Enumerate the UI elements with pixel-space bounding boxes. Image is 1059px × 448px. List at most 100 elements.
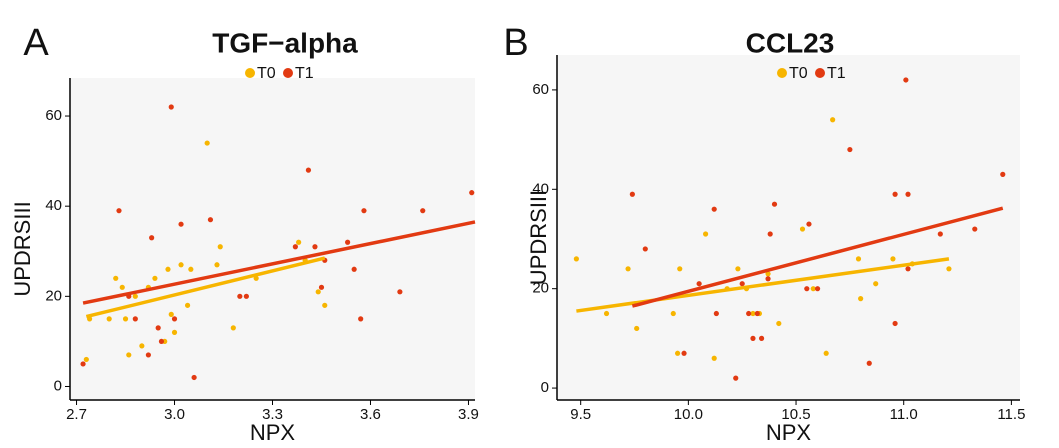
data-point [804, 286, 810, 292]
legend-label: T0 [789, 65, 808, 82]
data-point [116, 208, 122, 214]
data-point [771, 201, 778, 207]
data-point [420, 208, 426, 214]
data-point [322, 302, 328, 308]
x-tick-label: 3.9 [458, 406, 479, 423]
data-point [702, 231, 709, 237]
data-point [873, 281, 879, 287]
y-axis-label: UPDRSIII [526, 190, 551, 285]
data-point [711, 355, 717, 361]
data-point [168, 311, 174, 317]
data-point [810, 286, 816, 292]
data-point [397, 289, 403, 295]
data-point [890, 256, 896, 262]
data-point [296, 239, 302, 245]
data-point [191, 374, 197, 381]
data-point [171, 316, 178, 322]
data-point [126, 352, 132, 358]
panel-letter: A [23, 22, 49, 64]
data-point [237, 293, 243, 299]
data-point [746, 310, 752, 317]
data-point [132, 293, 138, 299]
data-point [152, 275, 158, 281]
data-point [207, 217, 214, 223]
x-axis-label: NPX [250, 420, 296, 445]
data-point [351, 266, 357, 272]
data-point [733, 375, 739, 381]
y-tick-label: 60 [532, 81, 549, 98]
legend-label: T1 [295, 65, 314, 82]
y-axis-label: UPDRSIII [10, 201, 35, 296]
regression-line [631, 206, 1004, 308]
regression-line [576, 257, 950, 313]
data-point [188, 266, 194, 272]
data-point [776, 320, 782, 327]
data-point [634, 325, 640, 332]
data-point [823, 350, 829, 356]
x-tick-label: 11.5 [997, 406, 1025, 423]
legend-marker [815, 68, 825, 78]
data-point [847, 146, 853, 153]
data-point [573, 256, 579, 262]
legend-marker [283, 68, 293, 78]
x-tick-label: 10.0 [674, 406, 703, 423]
data-point [758, 335, 765, 341]
y-tick-label: 0 [54, 377, 62, 394]
data-point [168, 104, 174, 110]
regression-line [82, 220, 476, 305]
data-point [750, 335, 756, 341]
x-tick-label: 2.7 [66, 406, 87, 423]
data-point [625, 266, 631, 272]
data-point [814, 286, 821, 292]
data-point [292, 244, 298, 250]
y-tick-label: 60 [45, 107, 62, 124]
data-point [80, 361, 86, 367]
data-point [855, 256, 862, 262]
y-tick-label: 0 [541, 379, 549, 396]
data-point [345, 239, 351, 245]
data-point [972, 226, 978, 232]
panel-letter: B [503, 22, 528, 64]
data-point [696, 281, 702, 287]
data-point [139, 343, 145, 349]
data-point [253, 275, 259, 281]
data-point [178, 262, 184, 268]
data-point [113, 275, 119, 281]
data-point [866, 360, 872, 366]
data-point [184, 302, 191, 308]
data-point [937, 231, 943, 237]
legend-marker [245, 68, 255, 78]
x-tick-label: 3.6 [360, 406, 381, 423]
data-point [674, 350, 681, 356]
data-point [204, 140, 210, 146]
data-point [318, 284, 325, 290]
chart-title: TGF−alpha [212, 27, 358, 58]
data-point [305, 167, 312, 173]
legend-marker [777, 68, 787, 78]
data-point [217, 244, 223, 250]
legend-label: T0 [257, 65, 276, 82]
data-point [946, 266, 952, 272]
plot-background [70, 78, 475, 400]
y-tick-label: 40 [532, 180, 549, 197]
x-axis-label: NPX [766, 420, 812, 445]
data-point [243, 293, 249, 299]
data-point [165, 266, 171, 272]
data-point [681, 350, 687, 356]
data-point [858, 296, 864, 302]
data-point [892, 320, 898, 327]
x-tick-label: 3.0 [164, 406, 185, 423]
data-point [603, 310, 610, 317]
x-tick-label: 3.3 [262, 406, 283, 423]
data-point [106, 316, 112, 322]
data-point [767, 231, 773, 237]
y-tick-label: 40 [45, 197, 62, 214]
data-point [145, 352, 151, 358]
data-point [629, 191, 635, 197]
y-tick-label: 20 [532, 280, 549, 297]
data-point [132, 316, 138, 322]
plot-background [557, 55, 1020, 400]
data-point [315, 289, 321, 295]
x-tick-label: 9.5 [570, 406, 591, 423]
data-point [158, 338, 165, 345]
